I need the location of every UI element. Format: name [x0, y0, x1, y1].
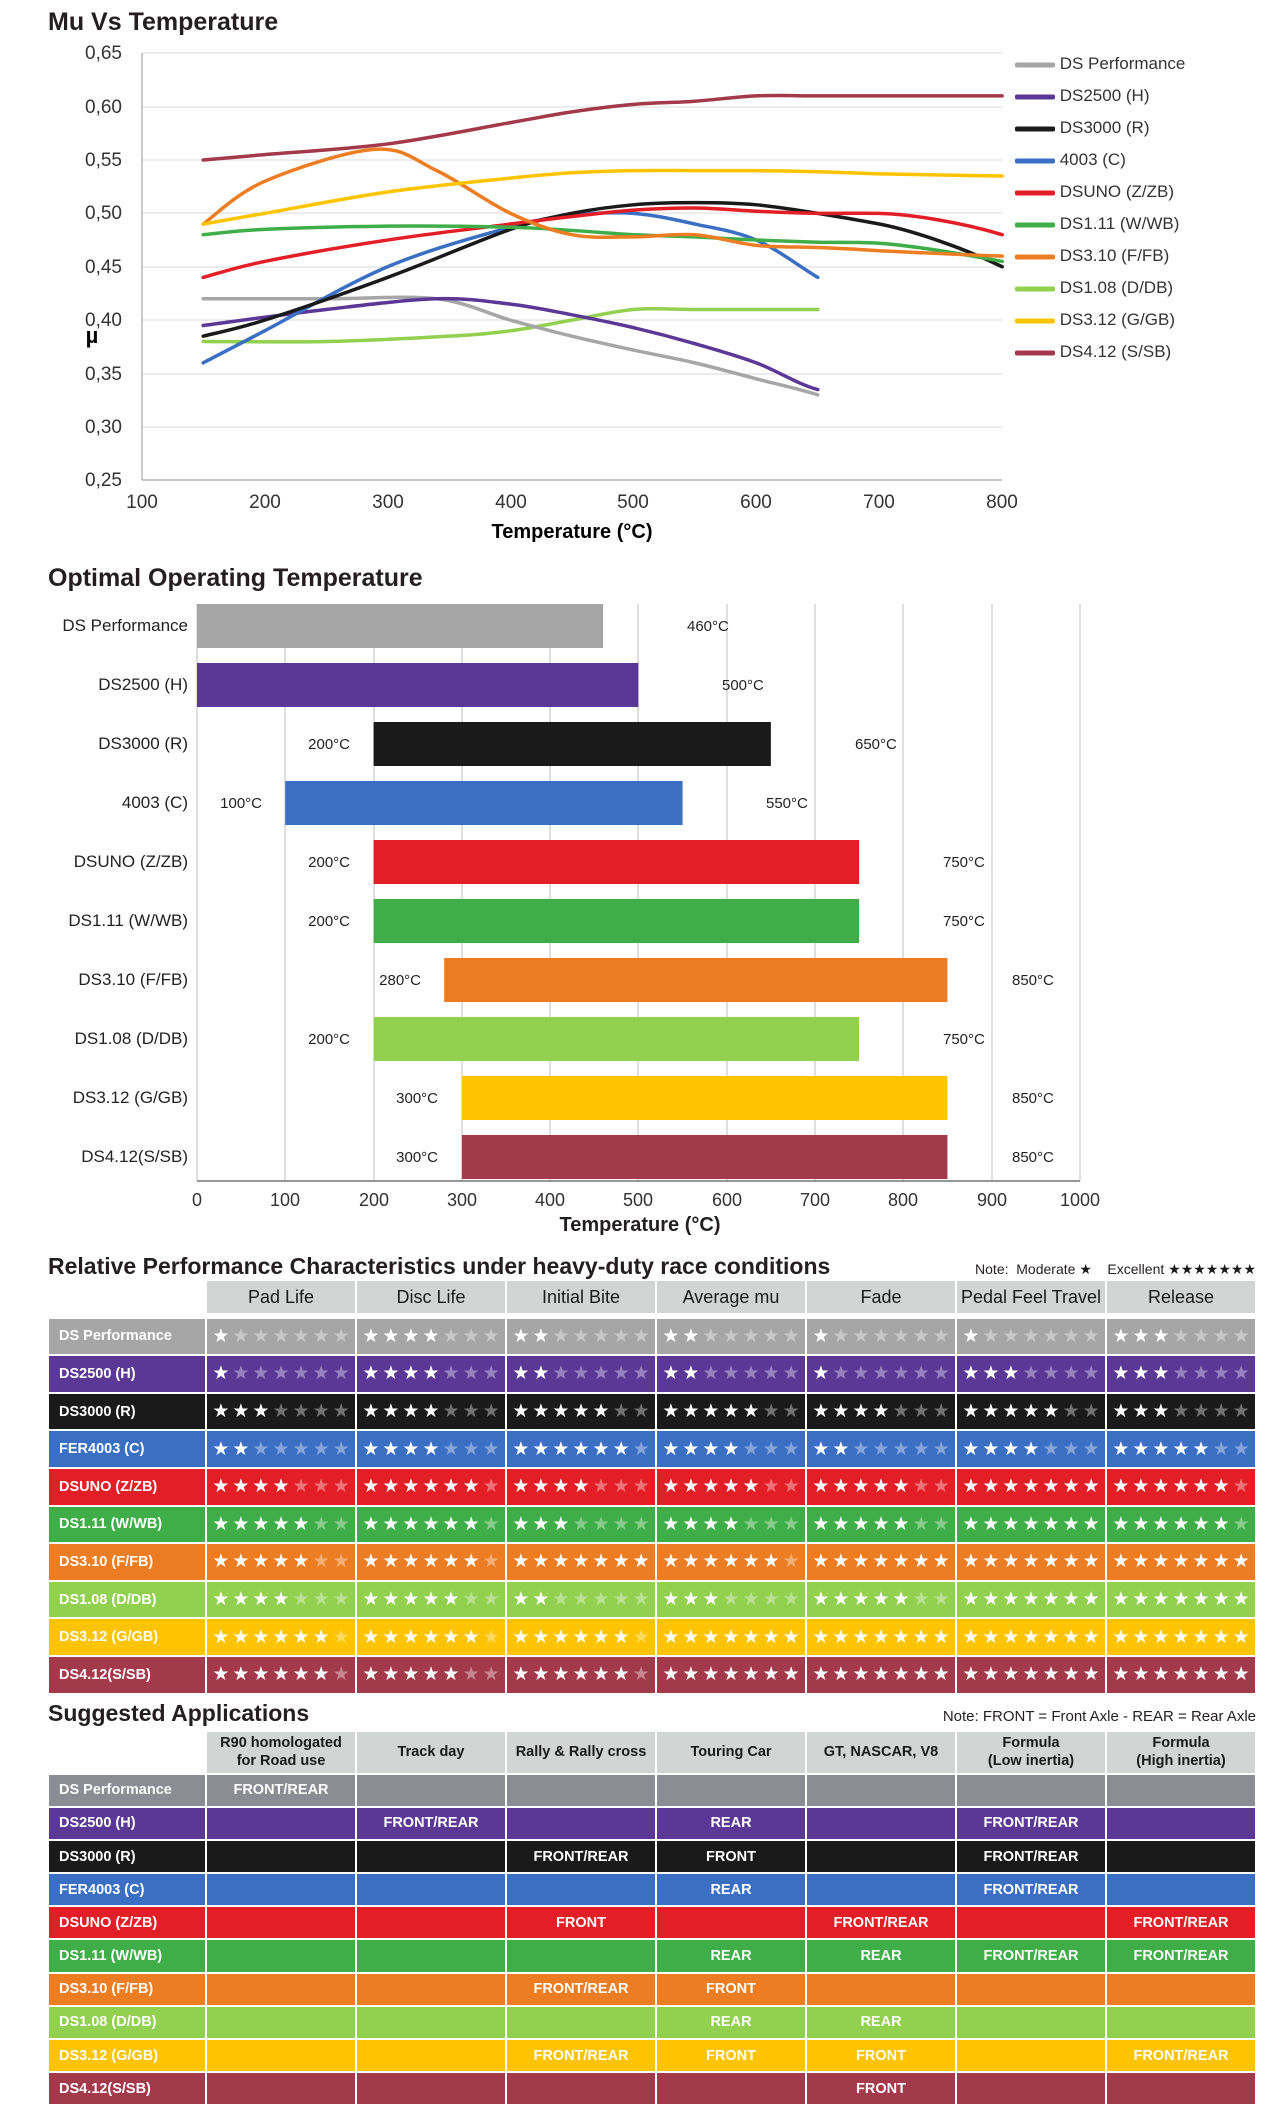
- svg-text:400: 400: [495, 492, 527, 513]
- svg-text:100°C: 100°C: [220, 795, 262, 812]
- svg-text:0,60: 0,60: [85, 97, 122, 118]
- svg-text:750°C: 750°C: [943, 913, 985, 930]
- svg-text:500°C: 500°C: [722, 677, 764, 694]
- svg-text:0,65: 0,65: [85, 43, 122, 64]
- svg-text:0,50: 0,50: [85, 203, 122, 224]
- svg-text:400: 400: [535, 1190, 565, 1210]
- svg-text:100: 100: [270, 1190, 300, 1210]
- svg-text:900: 900: [977, 1190, 1007, 1210]
- svg-text:300°C: 300°C: [396, 1149, 438, 1166]
- svg-text:200: 200: [249, 492, 281, 513]
- svg-text:600: 600: [740, 492, 772, 513]
- svg-text:550°C: 550°C: [766, 795, 808, 812]
- svg-text:0,35: 0,35: [85, 364, 122, 385]
- svg-text:DS3.10 (F/FB): DS3.10 (F/FB): [78, 970, 188, 989]
- svg-text:0,55: 0,55: [85, 150, 122, 171]
- svg-text:DS1.08 (D/DB): DS1.08 (D/DB): [75, 1029, 188, 1048]
- svg-text:460°C: 460°C: [687, 618, 729, 635]
- svg-text:Temperature (°C): Temperature (°C): [492, 521, 653, 543]
- svg-text:300: 300: [447, 1190, 477, 1210]
- svg-text:0,45: 0,45: [85, 257, 122, 278]
- svg-text:750°C: 750°C: [943, 1031, 985, 1048]
- svg-text:100: 100: [126, 492, 158, 513]
- svg-text:750°C: 750°C: [943, 854, 985, 871]
- svg-text:DS4.12(S/SB): DS4.12(S/SB): [81, 1147, 188, 1166]
- svg-text:DS Performance: DS Performance: [62, 616, 188, 635]
- svg-text:700: 700: [863, 492, 895, 513]
- svg-text:DS3000 (R): DS3000 (R): [98, 734, 188, 753]
- svg-text:DS2500 (H): DS2500 (H): [98, 675, 188, 694]
- svg-text:0: 0: [192, 1190, 202, 1210]
- svg-text:200: 200: [359, 1190, 389, 1210]
- svg-text:700: 700: [800, 1190, 830, 1210]
- svg-text:500: 500: [623, 1190, 653, 1210]
- svg-text:DS3.12 (G/GB): DS3.12 (G/GB): [73, 1088, 188, 1107]
- svg-text:1000: 1000: [1060, 1190, 1100, 1210]
- svg-text:850°C: 850°C: [1012, 972, 1054, 989]
- svg-text:650°C: 650°C: [855, 736, 897, 753]
- svg-text:300: 300: [372, 492, 404, 513]
- svg-text:600: 600: [712, 1190, 742, 1210]
- svg-text:800: 800: [888, 1190, 918, 1210]
- svg-text:0,25: 0,25: [85, 470, 122, 491]
- svg-text:DS1.11 (W/WB): DS1.11 (W/WB): [68, 911, 188, 930]
- svg-text:0,30: 0,30: [85, 417, 122, 438]
- svg-text:800: 800: [986, 492, 1018, 513]
- svg-text:200°C: 200°C: [308, 1031, 350, 1048]
- svg-text:200°C: 200°C: [308, 854, 350, 871]
- svg-text:850°C: 850°C: [1012, 1090, 1054, 1107]
- svg-text:850°C: 850°C: [1012, 1149, 1054, 1166]
- svg-text:200°C: 200°C: [308, 913, 350, 930]
- svg-text:DSUNO (Z/ZB): DSUNO (Z/ZB): [74, 852, 188, 871]
- svg-text:4003 (C): 4003 (C): [122, 793, 188, 812]
- svg-text:500: 500: [617, 492, 649, 513]
- svg-text:300°C: 300°C: [396, 1090, 438, 1107]
- svg-text:280°C: 280°C: [379, 972, 421, 989]
- svg-text:200°C: 200°C: [308, 736, 350, 753]
- svg-text:µ: µ: [86, 323, 99, 348]
